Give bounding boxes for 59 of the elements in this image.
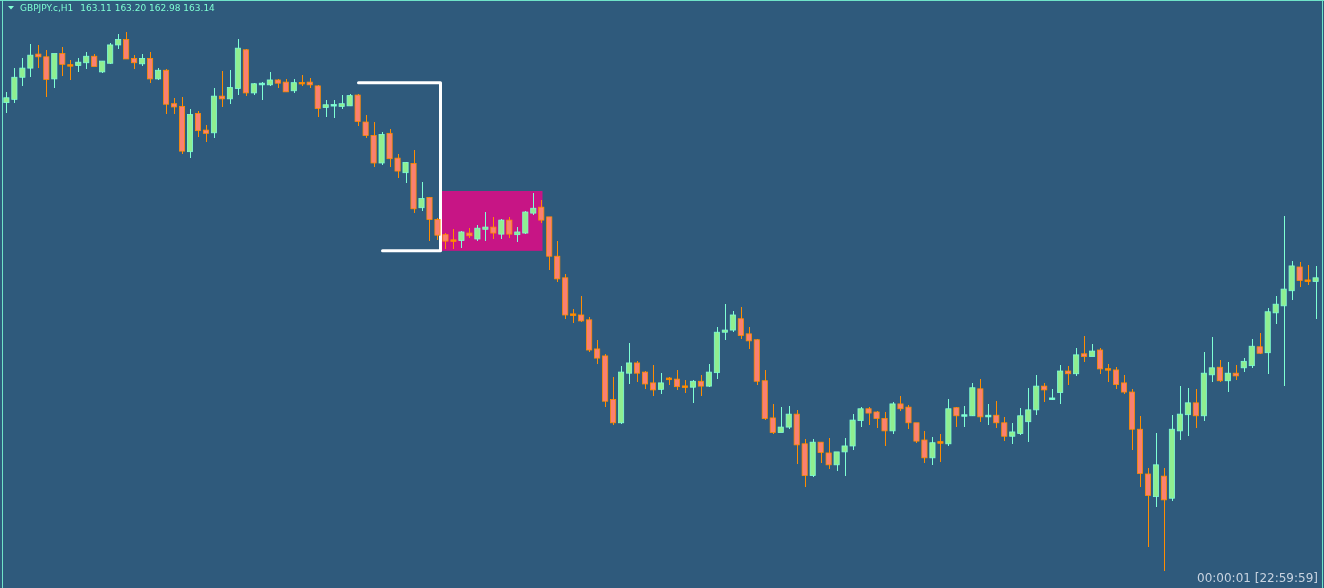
candlestick [402,161,409,184]
chart-subtitle: 163.11 163.20 162.98 163.14 [80,3,216,13]
candlestick [729,310,736,333]
candlestick [1033,374,1040,416]
candlestick [937,433,944,463]
candlestick [634,360,641,383]
candlestick [578,295,585,323]
candlestick [314,84,321,118]
candlestick [123,31,130,60]
candlestick [1160,467,1167,572]
candlestick [953,406,960,428]
candlestick [1057,364,1064,406]
candlestick [650,364,657,397]
candlestick [1065,365,1072,386]
candlestick [1248,338,1255,369]
candlestick [697,374,704,397]
candlestick [1216,359,1223,383]
candlestick [1081,335,1088,363]
candlestick [418,181,425,212]
candlestick [498,218,505,240]
candlestick [218,70,225,108]
candlestick [721,303,728,341]
candlestick [594,339,601,365]
candlestick [929,436,936,466]
candlestick [626,342,633,385]
candlestick [554,240,561,283]
chart-title: GBPJPY.c,H1 [20,3,74,13]
candlestick [1176,385,1183,441]
candlestick [1009,422,1016,445]
candlestick [1113,366,1120,390]
candlestick [985,403,992,427]
candlestick [658,372,664,395]
candlestick [1312,265,1319,320]
candlestick [1208,336,1215,383]
candlestick [1017,407,1024,436]
candlestick [226,69,233,105]
candlestick [194,110,201,138]
candlestick [1256,332,1263,355]
candlestick [1041,382,1048,403]
candlestick [538,199,545,224]
candlestick [1224,361,1231,393]
candlestick [689,379,696,404]
candlestick [1073,347,1080,377]
candlestick [506,216,513,239]
candlestick [1097,347,1104,375]
candlestick [737,306,744,340]
candlestick [490,216,497,240]
candlestick [1121,374,1128,395]
candlestick [769,403,776,435]
candlestick [610,376,617,426]
candlestick [1144,467,1151,548]
candlestick [745,326,752,351]
annotation: 00:00:01 [22:59:59] [1197,571,1318,585]
candlestick [107,42,114,65]
candlestick [147,51,154,84]
candlestick [1184,387,1191,437]
candlestick [1025,387,1032,443]
candlestick [673,369,680,391]
candlestick [1192,388,1199,429]
